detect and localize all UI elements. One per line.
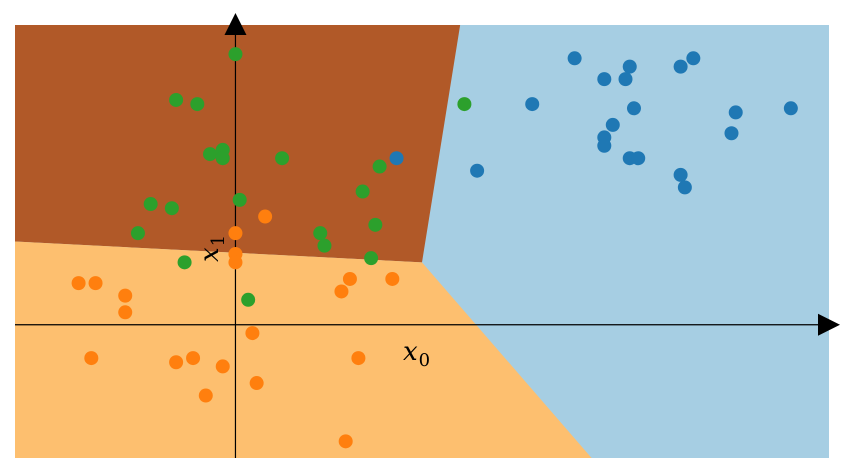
point-class-1-3 <box>228 255 243 270</box>
point-class-0-17 <box>677 180 692 195</box>
point-class-0-13 <box>728 105 743 120</box>
region-class-1 <box>15 241 592 458</box>
point-class-1-14 <box>186 351 201 366</box>
decision-regions <box>15 25 829 458</box>
point-class-2-0 <box>228 47 243 62</box>
point-class-1-13 <box>169 355 184 370</box>
point-class-1-8 <box>342 271 357 286</box>
point-class-0-5 <box>686 51 701 66</box>
point-class-0-10 <box>597 138 612 153</box>
point-class-1-15 <box>215 359 230 374</box>
point-class-1-5 <box>88 276 103 291</box>
region-class-2 <box>15 25 461 263</box>
point-class-1-10 <box>385 271 400 286</box>
point-class-1-19 <box>338 434 353 449</box>
point-class-0-14 <box>724 126 739 141</box>
point-class-2-3 <box>203 147 218 162</box>
point-class-0-18 <box>470 163 485 178</box>
point-class-0-19 <box>389 151 404 166</box>
point-class-2-6 <box>275 151 290 166</box>
point-class-2-18 <box>177 255 192 270</box>
point-class-1-1 <box>228 226 243 241</box>
point-class-1-17 <box>249 376 264 391</box>
point-class-1-0 <box>258 209 273 224</box>
point-class-1-7 <box>118 305 133 320</box>
point-class-1-11 <box>245 326 260 341</box>
point-class-2-19 <box>241 292 256 307</box>
data-points <box>71 47 798 449</box>
point-class-1-6 <box>118 288 133 303</box>
y-axis-arrow <box>224 13 247 35</box>
point-class-0-1 <box>597 72 612 87</box>
point-class-2-16 <box>317 238 332 253</box>
axes <box>15 13 840 458</box>
point-class-2-12 <box>232 192 247 207</box>
point-class-0-4 <box>673 59 688 74</box>
point-class-2-8 <box>457 97 472 112</box>
point-class-0-7 <box>626 101 641 116</box>
point-class-1-18 <box>198 388 213 403</box>
point-class-2-5 <box>215 151 230 166</box>
point-class-0-2 <box>618 72 633 87</box>
point-class-0-8 <box>605 117 620 132</box>
point-class-1-4 <box>71 276 86 291</box>
point-class-0-12 <box>631 151 646 166</box>
point-class-2-17 <box>364 251 379 266</box>
point-class-2-9 <box>355 184 370 199</box>
point-class-2-15 <box>368 217 383 232</box>
point-class-0-15 <box>783 101 798 116</box>
point-class-2-11 <box>164 201 179 216</box>
point-class-2-13 <box>130 226 145 241</box>
point-class-0-3 <box>622 59 637 74</box>
point-class-2-10 <box>143 197 158 212</box>
point-class-1-16 <box>351 351 366 366</box>
point-class-1-12 <box>84 351 99 366</box>
point-class-2-7 <box>372 159 387 174</box>
point-class-0-6 <box>525 97 540 112</box>
point-class-0-0 <box>567 51 582 66</box>
point-class-1-9 <box>334 284 349 299</box>
point-class-2-14 <box>313 226 328 241</box>
point-class-2-2 <box>190 97 205 112</box>
point-class-2-1 <box>169 92 184 107</box>
x-axis-label: x0 <box>403 337 430 371</box>
point-class-0-16 <box>673 167 688 182</box>
y-axis-label: x1 <box>195 235 229 262</box>
x-axis-arrow <box>818 313 840 336</box>
